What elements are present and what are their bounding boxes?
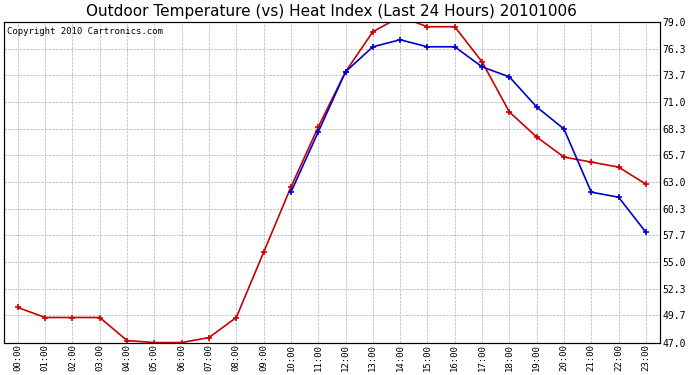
Text: Copyright 2010 Cartronics.com: Copyright 2010 Cartronics.com	[8, 27, 164, 36]
Title: Outdoor Temperature (vs) Heat Index (Last 24 Hours) 20101006: Outdoor Temperature (vs) Heat Index (Las…	[86, 4, 578, 19]
